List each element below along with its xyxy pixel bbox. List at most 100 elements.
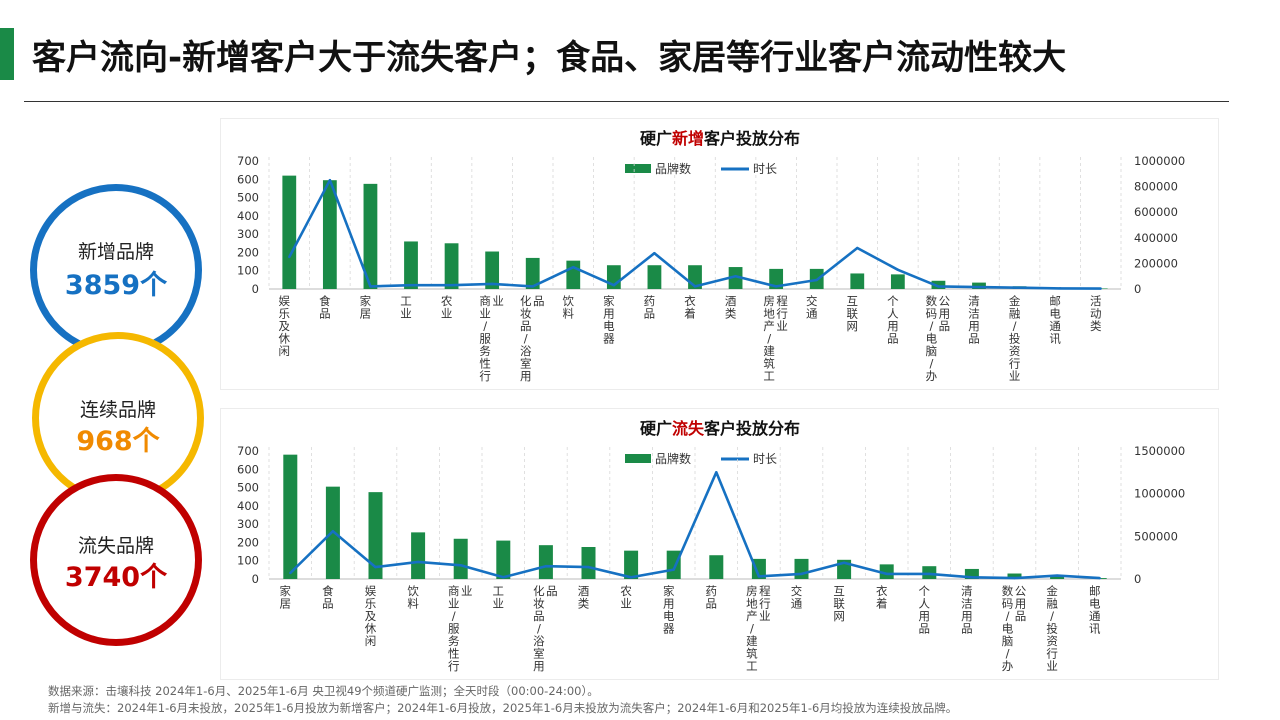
x-category-char: 酒 xyxy=(578,584,590,598)
duration-point xyxy=(374,565,377,569)
x-category-char: 衣 xyxy=(684,294,696,308)
x-category-char: / xyxy=(537,622,541,636)
x-category-label: 酒类 xyxy=(578,584,590,611)
duration-point xyxy=(693,285,697,288)
x-category-char: 交 xyxy=(791,584,803,598)
x-category-char: 业 xyxy=(1046,659,1058,673)
x-category-char: 互 xyxy=(847,294,859,308)
duration-point xyxy=(800,572,803,576)
y-left-tick-label: 700 xyxy=(237,444,259,458)
x-category-char: 务 xyxy=(479,344,491,358)
x-category-label: 互联网 xyxy=(833,584,845,623)
duration-point xyxy=(328,179,332,182)
legend-line-label: 时长 xyxy=(753,162,777,176)
bar xyxy=(751,558,766,579)
duration-point xyxy=(369,285,372,288)
x-category-char: 服 xyxy=(479,332,491,346)
x-category-char: 办 xyxy=(926,369,938,383)
chart-legend: 品牌数 时长 xyxy=(625,161,777,176)
x-category-char: 及 xyxy=(279,319,291,333)
x-category-char: 类 xyxy=(578,597,590,611)
x-category-char: 业 xyxy=(492,294,504,308)
x-category-char: 筑 xyxy=(746,647,758,661)
bar xyxy=(525,257,540,289)
x-category-char: 服 xyxy=(448,622,460,636)
y-left-tick-label: 400 xyxy=(237,209,259,223)
x-category-char: 业 xyxy=(620,597,632,611)
duration-point xyxy=(409,283,413,287)
x-category-char: 乐 xyxy=(279,307,291,321)
x-category-char: / xyxy=(483,319,487,333)
bar xyxy=(1050,576,1065,579)
bar xyxy=(922,566,937,579)
y-left-tick-label: 300 xyxy=(237,517,259,531)
duration-point xyxy=(842,561,846,564)
x-category-char: 浴 xyxy=(520,344,532,358)
x-category-char: 着 xyxy=(876,597,888,611)
bar xyxy=(322,180,337,289)
x-category-label: 工业 xyxy=(400,294,412,321)
x-category-char: 居 xyxy=(280,597,292,611)
duration-point xyxy=(928,572,931,576)
x-category-char: / xyxy=(524,332,528,346)
bar xyxy=(728,267,743,289)
x-category-char: 工 xyxy=(493,584,505,598)
y-right-tick-label: 1500000 xyxy=(1134,444,1185,458)
x-category-label: 交通 xyxy=(806,294,818,321)
page-title: 客户流向-新增客户大于流失客户；食品、家居等行业客户流动性较大 xyxy=(32,38,1067,78)
x-category-char: 品 xyxy=(520,319,532,333)
x-category-char: 洁 xyxy=(968,307,980,321)
bar xyxy=(404,241,418,289)
x-category-char: 农 xyxy=(441,294,453,308)
x-category-char: 用 xyxy=(919,609,931,623)
bar xyxy=(363,183,378,289)
x-category-char: 家 xyxy=(603,294,615,308)
x-category-char: 业 xyxy=(759,609,771,623)
x-category-char: / xyxy=(1013,319,1017,333)
x-category-char: 娱 xyxy=(365,584,377,598)
x-category-char: 程 xyxy=(776,294,788,308)
x-category-char: 用 xyxy=(1015,597,1027,611)
x-category-char: 联 xyxy=(847,307,859,321)
bar xyxy=(769,268,784,289)
x-category-char: 妆 xyxy=(533,597,545,611)
y-left-tick-label: 600 xyxy=(237,462,259,476)
duration-point xyxy=(672,568,675,571)
x-category-char: 休 xyxy=(365,622,377,636)
x-category-label: 衣着 xyxy=(684,294,696,321)
y-right-tick-label: 500000 xyxy=(1134,529,1178,543)
x-category-label: 房地产/建筑工 程行业 xyxy=(746,584,771,673)
x-category-char: 业 xyxy=(776,319,788,333)
duration-point xyxy=(629,576,633,579)
duration-point xyxy=(815,278,818,282)
x-category-char: 性 xyxy=(448,647,460,661)
x-category-label: 食品 xyxy=(322,584,334,611)
y-left-tick-label: 700 xyxy=(237,154,259,168)
x-category-char: 讯 xyxy=(1089,622,1101,636)
x-category-char: 化 xyxy=(520,294,532,308)
x-category-char: 乐 xyxy=(365,597,377,611)
bar xyxy=(444,243,459,289)
x-category-char: 用 xyxy=(603,307,615,321)
x-category-char: 清 xyxy=(961,584,973,598)
x-category-char: 产 xyxy=(763,319,775,333)
x-category-char: 娱 xyxy=(279,294,291,308)
x-category-char: 公 xyxy=(939,294,951,308)
title-divider xyxy=(24,101,1229,102)
duration-point xyxy=(1018,286,1021,289)
y-left-tick-label: 600 xyxy=(237,172,259,186)
x-category-char: 务 xyxy=(448,634,460,648)
x-category-char: 化 xyxy=(533,584,545,598)
bar xyxy=(485,251,500,289)
y-right-tick-label: 0 xyxy=(1134,572,1141,586)
x-category-char: 品 xyxy=(887,332,899,346)
duration-point xyxy=(757,575,761,578)
x-category-char: 饮 xyxy=(407,584,419,598)
x-category-char: 闲 xyxy=(279,344,291,358)
